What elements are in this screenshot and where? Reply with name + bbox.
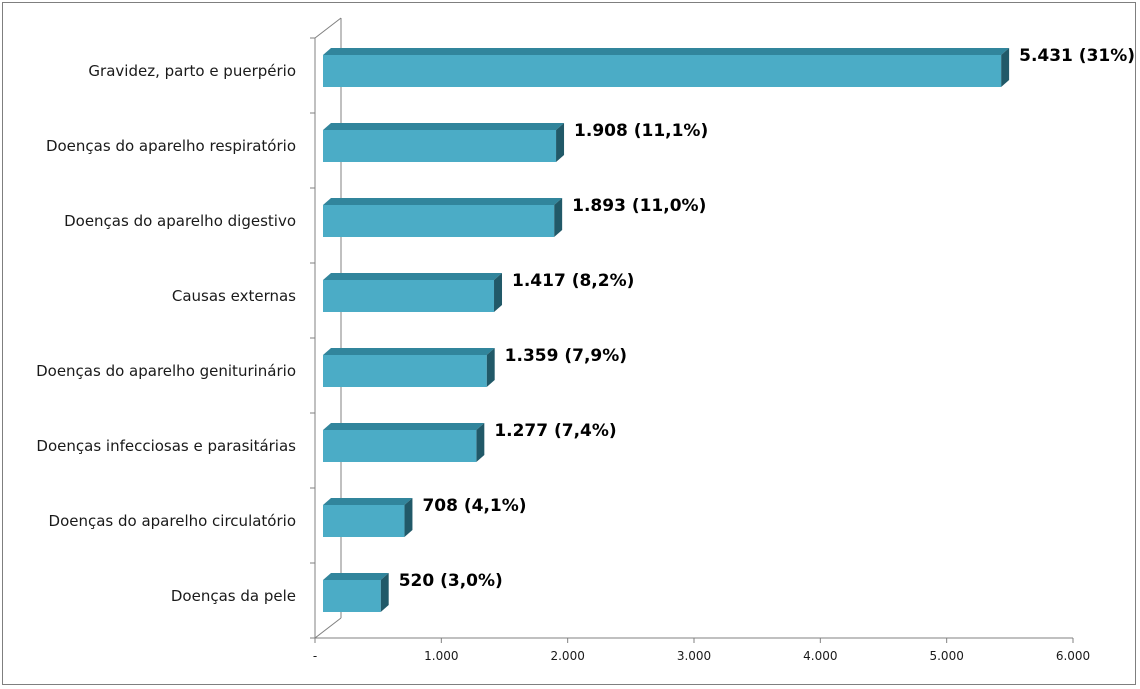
bar bbox=[323, 55, 1002, 87]
bar-top bbox=[323, 198, 563, 205]
bar-top bbox=[323, 348, 495, 355]
data-label: 5.431 (31%) bbox=[1019, 46, 1135, 66]
axis-depth-edge bbox=[314, 617, 342, 639]
data-label: 1.908 (11,1%) bbox=[574, 121, 708, 141]
bar-side bbox=[554, 198, 563, 237]
category-label: Causas externas bbox=[172, 287, 296, 305]
x-tick-label: 6.000 bbox=[1056, 649, 1090, 663]
data-label: 1.893 (11,0%) bbox=[572, 196, 706, 216]
bar-side bbox=[486, 348, 495, 387]
bar-side bbox=[476, 423, 485, 462]
bar-side bbox=[1001, 48, 1010, 87]
category-label: Doenças do aparelho respiratório bbox=[46, 137, 296, 155]
category-label: Doenças infecciosas e parasitárias bbox=[36, 437, 296, 455]
data-label: 1.359 (7,9%) bbox=[505, 346, 627, 366]
data-label: 708 (4,1%) bbox=[422, 496, 526, 516]
bar bbox=[323, 280, 495, 312]
bar bbox=[323, 355, 487, 387]
x-tick-label: 4.000 bbox=[803, 649, 837, 663]
bar bbox=[323, 205, 555, 237]
bar-side bbox=[494, 273, 503, 312]
bar-top bbox=[323, 273, 503, 280]
axis-top-edge bbox=[314, 17, 342, 39]
bar bbox=[323, 580, 381, 612]
x-tick-label: 2.000 bbox=[550, 649, 584, 663]
x-tick-label: 5.000 bbox=[929, 649, 963, 663]
bar bbox=[323, 430, 477, 462]
data-label: 1.417 (8,2%) bbox=[512, 271, 634, 291]
x-tick-label: 3.000 bbox=[677, 649, 711, 663]
bar-top bbox=[323, 123, 565, 130]
bar-side bbox=[404, 498, 413, 537]
bar bbox=[323, 505, 405, 537]
bar-side bbox=[380, 573, 389, 612]
bar-top bbox=[323, 48, 1010, 55]
x-tick-label: - bbox=[313, 649, 317, 663]
bar bbox=[323, 130, 557, 162]
category-label: Doenças do aparelho geniturinário bbox=[36, 362, 296, 380]
bar-top bbox=[323, 573, 389, 580]
bar-top bbox=[323, 498, 413, 505]
bar-side bbox=[556, 123, 565, 162]
data-label: 1.277 (7,4%) bbox=[494, 421, 616, 441]
category-label: Doenças do aparelho digestivo bbox=[64, 212, 296, 230]
bar-top bbox=[323, 423, 485, 430]
category-label: Gravidez, parto e puerpério bbox=[88, 62, 296, 80]
data-label: 520 (3,0%) bbox=[399, 571, 503, 591]
category-label: Doenças do aparelho circulatório bbox=[49, 512, 296, 530]
x-tick-label: 1.000 bbox=[424, 649, 458, 663]
category-label: Doenças da pele bbox=[171, 587, 296, 605]
